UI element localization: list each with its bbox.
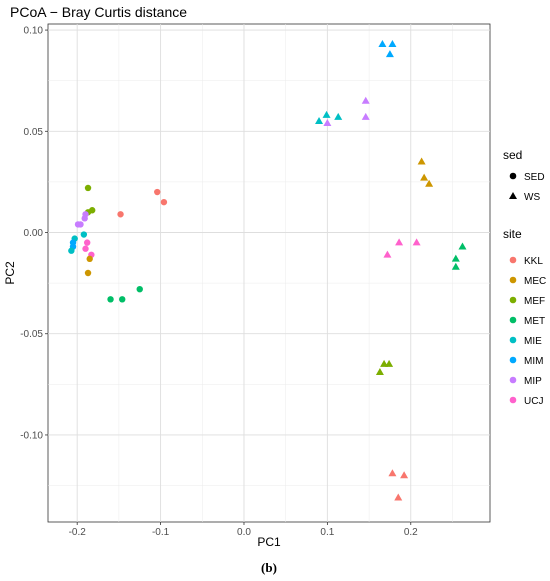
legend-triangle-marker	[509, 192, 517, 199]
data-point-triangle	[385, 359, 394, 367]
data-point-circle	[117, 211, 124, 218]
data-point-circle	[68, 247, 75, 254]
x-tick-label: -0.2	[69, 527, 87, 538]
data-point-triangle	[334, 112, 343, 120]
data-point-triangle	[375, 367, 384, 375]
x-tick-label: 0.1	[320, 527, 334, 538]
data-point-triangle	[323, 118, 332, 126]
data-point-circle	[160, 198, 168, 206]
data-point-triangle	[420, 173, 429, 181]
legend-site-swatch	[509, 276, 517, 284]
y-axis-ticks: 0.10 0.05 0.00 -0.05 -0.10	[20, 26, 48, 441]
data-point-triangle	[425, 179, 434, 187]
chart-title: PCoA − Bray Curtis distance	[10, 4, 187, 20]
data-point-triangle	[412, 238, 421, 246]
legend-site-swatch	[509, 316, 517, 324]
data-point-circle	[81, 215, 88, 222]
data-point-triangle	[378, 40, 387, 48]
legend-site-swatch	[509, 256, 517, 264]
legend-site-title: site	[503, 227, 522, 241]
plot-panel	[47, 23, 491, 523]
data-point-triangle	[394, 493, 403, 501]
y-axis-title: PC2	[3, 261, 17, 285]
legend-site-swatch	[509, 376, 517, 384]
x-tick-label: 0.2	[404, 527, 418, 538]
y-tick-label: -0.10	[20, 430, 43, 441]
data-point-circle	[107, 296, 114, 303]
legend-site-swatch	[509, 396, 517, 404]
legend-site-label: MEF	[524, 296, 545, 307]
legend-label-ws: WS	[524, 192, 540, 203]
figure-caption: (b)	[261, 560, 277, 575]
data-point-circle	[84, 269, 92, 277]
data-point-circle	[154, 188, 161, 196]
x-axis-title: PC1	[257, 535, 281, 549]
legend-site-label: UCJ	[524, 396, 543, 407]
data-point-triangle	[385, 50, 394, 58]
data-point-triangle	[458, 242, 467, 250]
data-point-triangle	[451, 262, 460, 270]
data-point-triangle	[417, 157, 426, 165]
data-point-circle	[80, 231, 88, 238]
data-point-triangle	[380, 359, 389, 367]
legend-site-label: MIP	[524, 376, 542, 387]
legend-site-swatch	[509, 336, 517, 344]
legend-site-label: MEC	[524, 276, 546, 287]
x-axis-ticks: -0.2 -0.1 0.0 0.1 0.2	[69, 522, 418, 538]
data-point-circle	[82, 245, 89, 252]
data-point-triangle	[361, 112, 370, 120]
data-point-triangle	[315, 116, 324, 124]
legend-site: site KKL MEC MEF MET MIE MIM MIP UCJ	[503, 227, 546, 407]
data-point-circle	[84, 184, 92, 192]
grid-lines	[48, 24, 490, 522]
data-point-triangle	[451, 254, 460, 262]
data-point-triangle	[388, 40, 397, 48]
legend-site-label: MIE	[524, 336, 542, 347]
y-tick-label: 0.00	[24, 228, 44, 239]
data-point-triangle	[395, 238, 404, 246]
data-point-triangle	[388, 469, 397, 477]
data-point-circle	[86, 255, 93, 263]
legend-sed: sed SED WS	[503, 148, 545, 203]
data-points	[68, 40, 467, 501]
y-tick-label: 0.05	[24, 127, 44, 138]
legend-site-swatch	[509, 296, 517, 304]
data-point-circle	[136, 285, 143, 293]
x-tick-label: -0.1	[152, 527, 170, 538]
legend-circle-marker	[509, 172, 517, 180]
data-point-triangle	[361, 96, 370, 104]
legend-site-label: MIM	[524, 356, 543, 367]
legend-label-sed: SED	[524, 172, 545, 183]
y-tick-label: 0.10	[24, 26, 44, 37]
legend-site-label: KKL	[524, 256, 543, 267]
x-tick-label: 0.0	[237, 527, 251, 538]
legend-sed-title: sed	[503, 148, 522, 162]
data-point-circle	[119, 296, 126, 303]
data-point-circle	[74, 221, 82, 228]
data-point-circle	[83, 239, 91, 246]
data-point-triangle	[383, 250, 392, 258]
legend-site-label: MET	[524, 316, 545, 327]
data-point-triangle	[322, 110, 331, 118]
data-point-triangle	[400, 471, 409, 479]
y-tick-label: -0.05	[20, 329, 43, 340]
legend-site-swatch	[509, 356, 517, 364]
